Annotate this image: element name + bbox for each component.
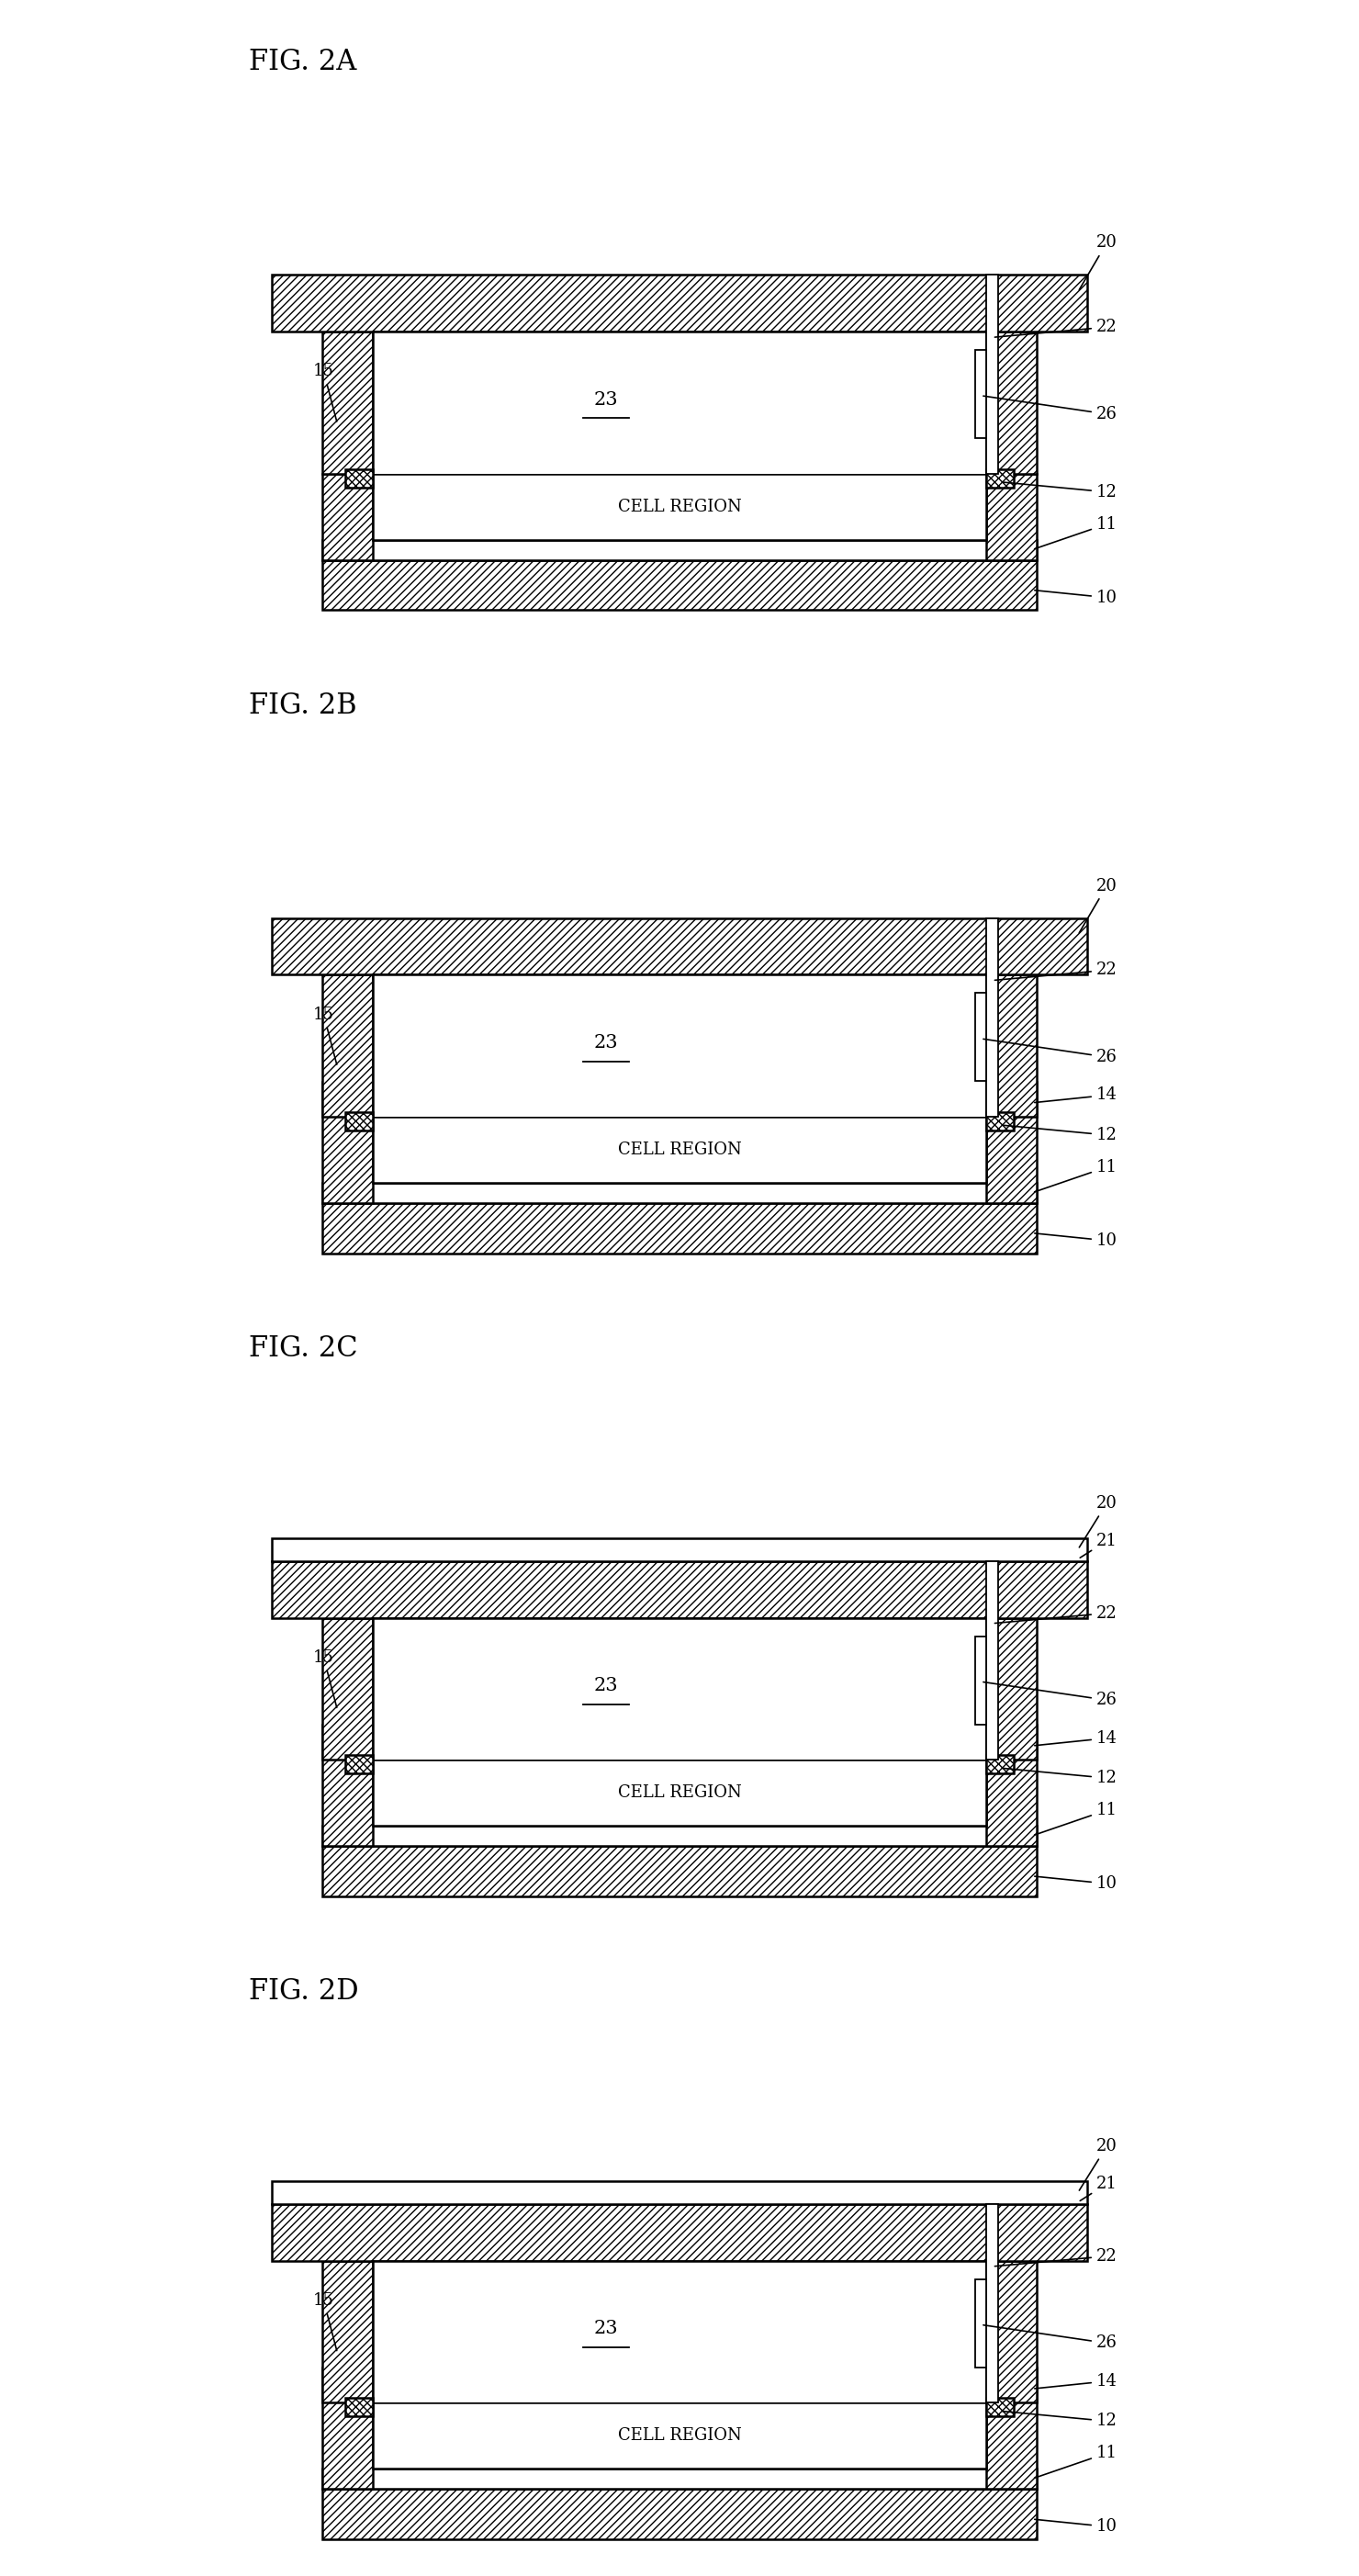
Bar [987, 1113, 1014, 1131]
Bar [272, 917, 1087, 974]
Bar [322, 1203, 1037, 1252]
Bar [372, 1759, 987, 1826]
Bar [987, 474, 1037, 559]
Text: 14: 14 [1034, 2372, 1117, 2391]
Text: 12: 12 [1003, 1126, 1117, 1144]
Bar [322, 2488, 1037, 2540]
Text: 11: 11 [1034, 2445, 1117, 2478]
Bar [372, 974, 987, 1118]
Bar [322, 1182, 1037, 1203]
Bar [987, 2367, 1037, 2488]
Text: 26: 26 [984, 2326, 1117, 2352]
Text: 20: 20 [1079, 878, 1117, 933]
Text: 14: 14 [1034, 1731, 1117, 1747]
Bar [372, 1618, 987, 1759]
Bar [322, 2262, 372, 2403]
Text: 22: 22 [995, 319, 1117, 337]
Text: FIG. 2A: FIG. 2A [249, 49, 357, 77]
Text: 10: 10 [1034, 1875, 1117, 1891]
Text: 20: 20 [1079, 234, 1117, 289]
Text: CELL REGION: CELL REGION [617, 497, 742, 515]
Text: FIG. 2B: FIG. 2B [249, 690, 357, 719]
Bar [372, 1118, 987, 1182]
Bar [372, 2262, 987, 2403]
Text: 10: 10 [1034, 1231, 1117, 1249]
Bar [345, 1113, 372, 1131]
Text: 12: 12 [1003, 2411, 1117, 2429]
Text: CELL REGION: CELL REGION [617, 2427, 742, 2445]
Text: 26: 26 [984, 397, 1117, 422]
Text: CELL REGION: CELL REGION [617, 1141, 742, 1159]
Bar [272, 1538, 1087, 1561]
Bar [345, 2398, 372, 2416]
Text: 14: 14 [1034, 1087, 1117, 1103]
Text: 11: 11 [1034, 515, 1117, 549]
Bar [322, 474, 372, 559]
Text: 23: 23 [594, 1677, 618, 1695]
Bar [322, 1082, 372, 1203]
Bar [987, 917, 999, 1118]
Text: FIG. 2C: FIG. 2C [249, 1334, 357, 1363]
Bar [272, 1561, 1087, 1618]
Bar [272, 2182, 1087, 2205]
Bar [987, 974, 1037, 1118]
Bar [987, 2398, 1014, 2416]
Text: 20: 20 [1079, 1494, 1117, 1548]
Text: 21: 21 [1080, 2177, 1117, 2200]
Bar [987, 1561, 999, 1759]
Text: 22: 22 [995, 1605, 1117, 1623]
Bar [322, 538, 1037, 559]
Bar [322, 332, 372, 474]
Bar [976, 994, 987, 1082]
Text: 15: 15 [313, 1007, 337, 1064]
Text: 11: 11 [1034, 1159, 1117, 1193]
Bar [272, 2205, 1087, 2262]
Bar [322, 1726, 372, 1847]
Text: 15: 15 [313, 1649, 337, 1708]
Bar [976, 2280, 987, 2367]
Bar [987, 2205, 999, 2403]
Bar [987, 2262, 1037, 2403]
Bar [987, 1618, 1037, 1759]
Text: 15: 15 [313, 363, 337, 422]
Bar [272, 276, 1087, 332]
Bar [322, 1826, 1037, 1847]
Text: 23: 23 [594, 1033, 618, 1051]
Bar [976, 350, 987, 438]
Text: 23: 23 [594, 392, 618, 410]
Text: 11: 11 [1034, 1801, 1117, 1834]
Bar [345, 1754, 372, 1772]
Text: CELL REGION: CELL REGION [617, 1785, 742, 1801]
Bar [372, 474, 987, 538]
Text: 15: 15 [313, 2293, 337, 2352]
Bar [976, 1636, 987, 1723]
Bar [322, 2468, 1037, 2488]
Bar [322, 559, 1037, 611]
Bar [987, 469, 1014, 487]
Bar [372, 332, 987, 474]
Bar [372, 2403, 987, 2468]
Text: 26: 26 [984, 1038, 1117, 1066]
Text: 10: 10 [1034, 590, 1117, 605]
Bar [987, 1754, 1014, 1772]
Text: 22: 22 [995, 961, 1117, 981]
Bar [987, 276, 999, 474]
Bar [987, 1726, 1037, 1847]
Text: 23: 23 [594, 2321, 618, 2336]
Text: FIG. 2D: FIG. 2D [249, 1978, 359, 2007]
Bar [322, 974, 372, 1118]
Bar [322, 1618, 372, 1759]
Text: 20: 20 [1079, 2138, 1117, 2190]
Text: 12: 12 [1003, 1767, 1117, 1785]
Text: 12: 12 [1003, 482, 1117, 500]
Text: 21: 21 [1080, 1533, 1117, 1558]
Bar [322, 2367, 372, 2488]
Text: 26: 26 [984, 1682, 1117, 1708]
Bar [322, 1847, 1037, 1896]
Bar [345, 469, 372, 487]
Text: 22: 22 [995, 2249, 1117, 2267]
Text: 10: 10 [1034, 2519, 1117, 2535]
Bar [987, 1082, 1037, 1203]
Bar [987, 332, 1037, 474]
